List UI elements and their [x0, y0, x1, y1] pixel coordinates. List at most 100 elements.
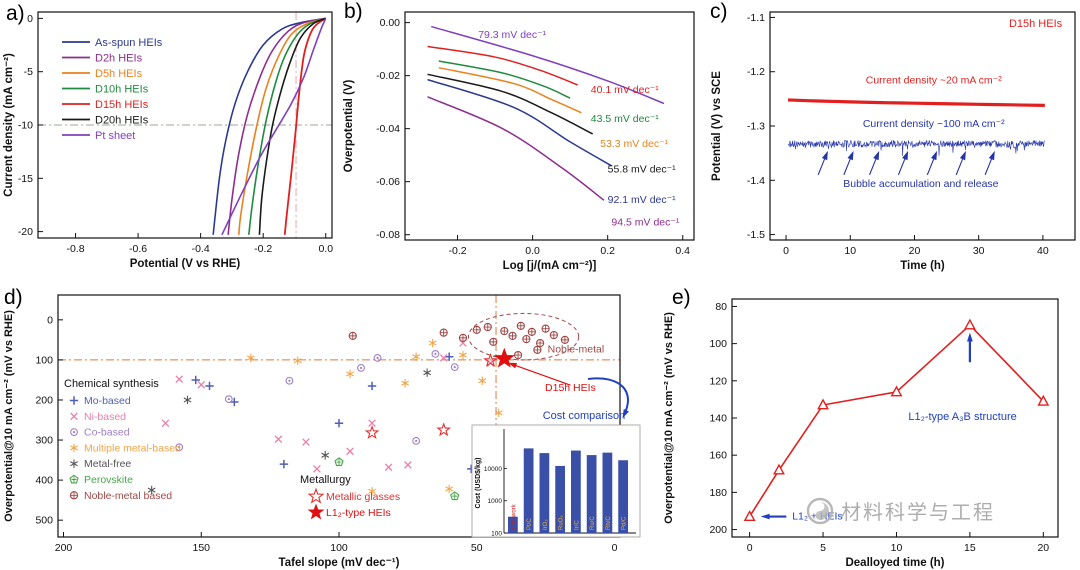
scatter-Noble-metal based — [348, 321, 570, 360]
svg-text:-5: -5 — [24, 66, 33, 78]
svg-text:RuO₂: RuO₂ — [559, 515, 565, 530]
svg-text:0.0: 0.0 — [525, 245, 540, 257]
series-overpotential vs dealloy time — [748, 324, 1044, 517]
svg-text:Pt sheet: Pt sheet — [95, 130, 135, 142]
svg-text:L1₂-type HEIs: L1₂-type HEIs — [326, 507, 391, 519]
svg-text:100: 100 — [35, 354, 53, 366]
svg-text:-1.5: -1.5 — [747, 229, 765, 241]
svg-text:20: 20 — [1037, 542, 1049, 554]
svg-text:Potential (V vs RHE): Potential (V vs RHE) — [130, 258, 241, 270]
svg-text:0.2: 0.2 — [600, 245, 615, 257]
svg-text:-0.02: -0.02 — [376, 70, 400, 82]
svg-text:10: 10 — [891, 542, 903, 554]
svg-text:100: 100 — [491, 531, 502, 538]
svg-text:Current density (mA cm⁻²): Current density (mA cm⁻²) — [3, 53, 15, 197]
svg-text:Ni-based: Ni-based — [84, 411, 126, 423]
panel-e-label: e) — [672, 286, 691, 309]
series-D20h HEIs — [258, 17, 327, 235]
panel-a-polarization-chart: -0.8 -0.6 -0.4 -0.2 0.0 0 -5 -10 -15 -20 Potential… — [3, 11, 333, 270]
scatter-L1₂-type HEIs — [493, 347, 515, 368]
svg-text:10000: 10000 — [484, 466, 502, 473]
scatter-Perovskite — [334, 457, 460, 501]
legend: Chemical synthesis Mo-based Ni-based Co-bas… — [64, 378, 400, 520]
svg-text:Overpotential (V): Overpotential (V) — [343, 80, 355, 173]
svg-text:200: 200 — [35, 394, 53, 406]
panel-b-tafel-chart: -0.2 0.0 0.2 0.4 0.00 -0.02 -0.04 -0.06 -0.08 Log… — [343, 11, 695, 272]
svg-text:Cost (USD$/kg): Cost (USD$/kg) — [475, 458, 482, 509]
axes: -0.2 0.0 0.2 0.4 0.00 -0.02 -0.04 -0.06 -0.08 Log… — [343, 11, 695, 272]
svg-text:50: 50 — [471, 542, 483, 554]
svg-text:As-spun HEIs: As-spun HEIs — [95, 37, 163, 49]
panel-c-stability-chart: 0 10 20 30 40 -1.1 -1.2 -1.3 -1.4 -1.5 Time (h) Pot… — [711, 11, 1076, 272]
svg-text:-0.04: -0.04 — [376, 123, 400, 135]
series-94.5 mV dec — [427, 96, 605, 201]
svg-text:20: 20 — [909, 245, 921, 257]
svg-text:Ru/C: Ru/C — [590, 516, 596, 530]
svg-text:160: 160 — [709, 450, 727, 462]
cost-comparison-arrow — [587, 377, 629, 416]
svg-text:Noble-metal: Noble-metal — [548, 344, 605, 356]
svg-text:Noble-metal based: Noble-metal based — [84, 490, 172, 502]
svg-text:Current density ~20 mA cm⁻²: Current density ~20 mA cm⁻² — [866, 75, 1002, 87]
series-92.1 mV dec — [427, 78, 612, 167]
svg-text:D5h HEIs: D5h HEIs — [95, 68, 143, 80]
svg-text:10: 10 — [844, 245, 856, 257]
svg-text:100: 100 — [709, 338, 727, 350]
svg-text:Metallurgy: Metallurgy — [300, 474, 351, 486]
svg-text:55.8 mV dec⁻¹: 55.8 mV dec⁻¹ — [608, 163, 676, 175]
svg-text:-1.1: -1.1 — [747, 12, 765, 24]
axes: -0.8 -0.6 -0.4 -0.2 0.0 0 -5 -10 -15 -20 Potential… — [3, 11, 333, 270]
svg-text:79.3 mV dec⁻¹: 79.3 mV dec⁻¹ — [478, 29, 546, 41]
svg-text:Pt/C: Pt/C — [527, 518, 533, 530]
series-D10h HEIs — [248, 17, 327, 235]
panel-e-dealloy-time-chart: 0 5 10 15 20 80 100 120 140 160 180 200 Dealloyed ti… — [663, 298, 1059, 569]
svg-text:Pd/C: Pd/C — [622, 516, 628, 530]
svg-text:80: 80 — [715, 301, 727, 313]
svg-text:D10h HEIs: D10h HEIs — [95, 83, 149, 95]
svg-text:D20h HEIs: D20h HEIs — [95, 114, 149, 126]
svg-text:Overpotential@10 mA cm⁻² (mV v: Overpotential@10 mA cm⁻² (mV vs RHE) — [663, 312, 675, 524]
svg-text:Metallic glasses: Metallic glasses — [326, 491, 400, 503]
svg-text:180: 180 — [709, 487, 727, 499]
svg-text:D15h HEIs: D15h HEIs — [1009, 18, 1063, 30]
svg-text:-0.8: -0.8 — [66, 243, 84, 255]
svg-text:-0.2: -0.2 — [448, 245, 466, 257]
svg-text:43.5 mV dec⁻¹: 43.5 mV dec⁻¹ — [591, 113, 659, 125]
svg-text:Ir/C: Ir/C — [574, 520, 580, 530]
svg-text:Rh/C: Rh/C — [606, 516, 612, 530]
svg-text:Dealloyed time (h): Dealloyed time (h) — [845, 557, 944, 569]
legend: As-spun HEIs D2h HEIs D5h HEIs D10h HEIs D15… — [62, 37, 163, 142]
svg-text:Time (h): Time (h) — [900, 260, 945, 272]
svg-text:-10: -10 — [18, 120, 33, 132]
svg-text:30: 30 — [973, 245, 985, 257]
svg-text:Log [j/(mA cm⁻²)]: Log [j/(mA cm⁻²)] — [503, 260, 597, 272]
series-79.3 mV dec — [431, 25, 665, 105]
svg-text:D2h HEIs: D2h HEIs — [95, 52, 143, 64]
svg-text:150: 150 — [192, 542, 210, 554]
svg-text:IrO₂: IrO₂ — [543, 519, 549, 530]
series-D15h HEIs — [283, 17, 327, 235]
svg-text:Tafel slope (mV dec⁻¹): Tafel slope (mV dec⁻¹) — [279, 557, 400, 569]
svg-text:This work: This work — [511, 503, 517, 530]
svg-text:92.1 mV dec⁻¹: 92.1 mV dec⁻¹ — [608, 194, 676, 206]
series-D2h HEIs — [227, 17, 326, 235]
axes: 0 5 10 15 20 80 100 120 140 160 180 200 Dealloyed ti… — [663, 298, 1059, 569]
series-53.3 mV dec — [438, 66, 582, 114]
scatter-Multiple metal-based — [246, 338, 503, 496]
scatter-Metal-free — [147, 368, 432, 495]
svg-text:40.1 mV dec⁻¹: 40.1 mV dec⁻¹ — [591, 84, 659, 96]
svg-text:200: 200 — [55, 542, 73, 554]
svg-text:L1₂ + HEIs: L1₂ + HEIs — [792, 510, 842, 522]
svg-text:Cost comparison: Cost comparison — [543, 410, 626, 422]
svg-text:500: 500 — [35, 515, 53, 527]
svg-text:0: 0 — [612, 542, 618, 554]
svg-text:-0.06: -0.06 — [376, 176, 400, 188]
svg-text:-15: -15 — [18, 173, 33, 185]
svg-text:-0.4: -0.4 — [192, 243, 210, 255]
svg-text:0: 0 — [747, 542, 753, 554]
noble-metal-ellipse — [467, 312, 580, 361]
svg-text:Chemical synthesis: Chemical synthesis — [64, 378, 159, 390]
svg-text:Bubble accumulation and releas: Bubble accumulation and release — [843, 178, 998, 190]
series-43.5 mV dec — [438, 60, 571, 99]
